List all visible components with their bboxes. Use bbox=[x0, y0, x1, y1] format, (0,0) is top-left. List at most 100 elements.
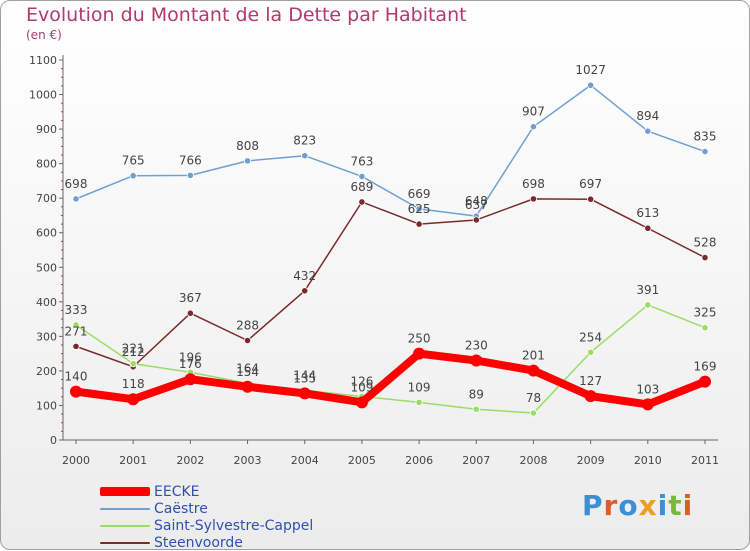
data-label: 250 bbox=[408, 332, 431, 346]
data-label: 613 bbox=[636, 206, 659, 220]
data-point bbox=[527, 364, 540, 377]
data-point bbox=[72, 342, 80, 350]
series-line-ca-stre bbox=[75, 84, 706, 217]
data-point bbox=[241, 380, 254, 393]
data-label: 765 bbox=[122, 154, 145, 168]
y-tick-label: 800 bbox=[36, 158, 57, 171]
legend-label: Caëstre bbox=[154, 500, 208, 517]
data-label: 126 bbox=[350, 374, 373, 388]
data-label: 154 bbox=[236, 365, 259, 379]
data-label: 271 bbox=[65, 324, 88, 338]
data-label: 254 bbox=[579, 330, 602, 344]
x-tick-label: 2001 bbox=[119, 454, 147, 467]
data-point bbox=[358, 198, 366, 206]
data-point bbox=[701, 147, 709, 156]
y-tick-label: 700 bbox=[36, 192, 57, 205]
data-point bbox=[127, 393, 140, 406]
data-label: 669 bbox=[408, 187, 431, 201]
legend-label: Steenvoorde bbox=[154, 534, 243, 551]
data-point bbox=[529, 409, 538, 417]
data-label: 763 bbox=[350, 154, 373, 168]
data-label: 169 bbox=[694, 360, 717, 374]
legend-item: Caëstre bbox=[100, 500, 313, 517]
series-line-steenvoorde bbox=[75, 198, 706, 368]
legend-item: EECKE bbox=[100, 483, 313, 500]
data-label: 808 bbox=[236, 139, 259, 153]
data-point bbox=[587, 348, 595, 356]
data-point bbox=[186, 171, 194, 179]
data-point bbox=[644, 301, 652, 309]
data-label: 333 bbox=[65, 303, 88, 317]
data-point bbox=[243, 336, 252, 345]
y-tick-label: 0 bbox=[50, 434, 57, 447]
data-label: 1027 bbox=[575, 63, 606, 77]
y-tick-label: 1000 bbox=[29, 89, 57, 102]
data-label: 196 bbox=[179, 350, 202, 364]
x-tick-label: 2011 bbox=[691, 454, 719, 467]
data-label: 637 bbox=[465, 198, 488, 212]
data-point bbox=[470, 354, 483, 367]
data-label: 288 bbox=[236, 319, 259, 333]
data-label: 391 bbox=[636, 283, 659, 297]
y-tick-label: 300 bbox=[36, 330, 57, 343]
data-label: 78 bbox=[526, 391, 541, 405]
data-label: 230 bbox=[465, 339, 488, 353]
y-tick-label: 400 bbox=[36, 296, 57, 309]
x-tick-label: 2010 bbox=[634, 454, 662, 467]
data-point bbox=[584, 390, 597, 403]
logo-letter: i bbox=[657, 489, 669, 522]
legend-item: Steenvoorde bbox=[100, 534, 313, 551]
logo-letter: t bbox=[668, 489, 683, 522]
data-label: 835 bbox=[694, 130, 717, 144]
legend-swatch bbox=[100, 541, 150, 544]
data-point bbox=[472, 405, 480, 413]
legend-item: Saint-Sylvestre-Cappel bbox=[100, 517, 313, 534]
data-label: 698 bbox=[65, 177, 88, 191]
x-tick-label: 2009 bbox=[577, 454, 605, 467]
x-tick-label: 2005 bbox=[348, 454, 376, 467]
data-point bbox=[186, 309, 194, 317]
data-label: 103 bbox=[636, 382, 659, 396]
x-tick-label: 2006 bbox=[405, 454, 433, 467]
data-point bbox=[184, 373, 197, 386]
x-tick-label: 2003 bbox=[234, 454, 262, 467]
data-point bbox=[529, 123, 538, 131]
logo-letter: o bbox=[618, 489, 639, 522]
data-point bbox=[413, 347, 426, 360]
data-label: 135 bbox=[293, 371, 316, 385]
logo-letter: x bbox=[638, 489, 658, 522]
data-label: 140 bbox=[65, 370, 88, 384]
logo-letter: P bbox=[582, 489, 604, 522]
data-label: 766 bbox=[179, 153, 202, 167]
data-label: 89 bbox=[469, 387, 484, 401]
data-point bbox=[701, 254, 709, 262]
data-point bbox=[243, 157, 252, 165]
x-tick-label: 2002 bbox=[176, 454, 204, 467]
data-label: 127 bbox=[579, 374, 602, 388]
data-label: 625 bbox=[408, 202, 431, 216]
data-point bbox=[529, 195, 538, 203]
data-label: 201 bbox=[522, 349, 545, 363]
data-point bbox=[72, 195, 80, 203]
unit-label: (en €) bbox=[26, 28, 62, 42]
y-tick-label: 600 bbox=[36, 227, 57, 240]
x-tick-label: 2008 bbox=[519, 454, 547, 467]
legend-label: EECKE bbox=[154, 483, 200, 500]
data-label: 164 bbox=[236, 361, 259, 375]
data-point bbox=[641, 398, 654, 411]
x-tick-label: 2007 bbox=[462, 454, 490, 467]
data-point bbox=[129, 360, 137, 368]
y-tick-label: 200 bbox=[36, 365, 57, 378]
y-tick-label: 100 bbox=[36, 399, 57, 412]
data-label: 698 bbox=[522, 177, 545, 191]
data-label: 109 bbox=[408, 380, 431, 394]
data-label: 894 bbox=[636, 109, 659, 123]
data-point bbox=[358, 172, 366, 181]
data-point bbox=[415, 220, 423, 228]
x-tick-label: 2000 bbox=[62, 454, 90, 467]
series-line-saint-sylvestre-cappel bbox=[75, 304, 706, 414]
data-label: 689 bbox=[350, 180, 373, 194]
data-label: 325 bbox=[694, 306, 717, 320]
logo-letter: i bbox=[682, 489, 694, 522]
